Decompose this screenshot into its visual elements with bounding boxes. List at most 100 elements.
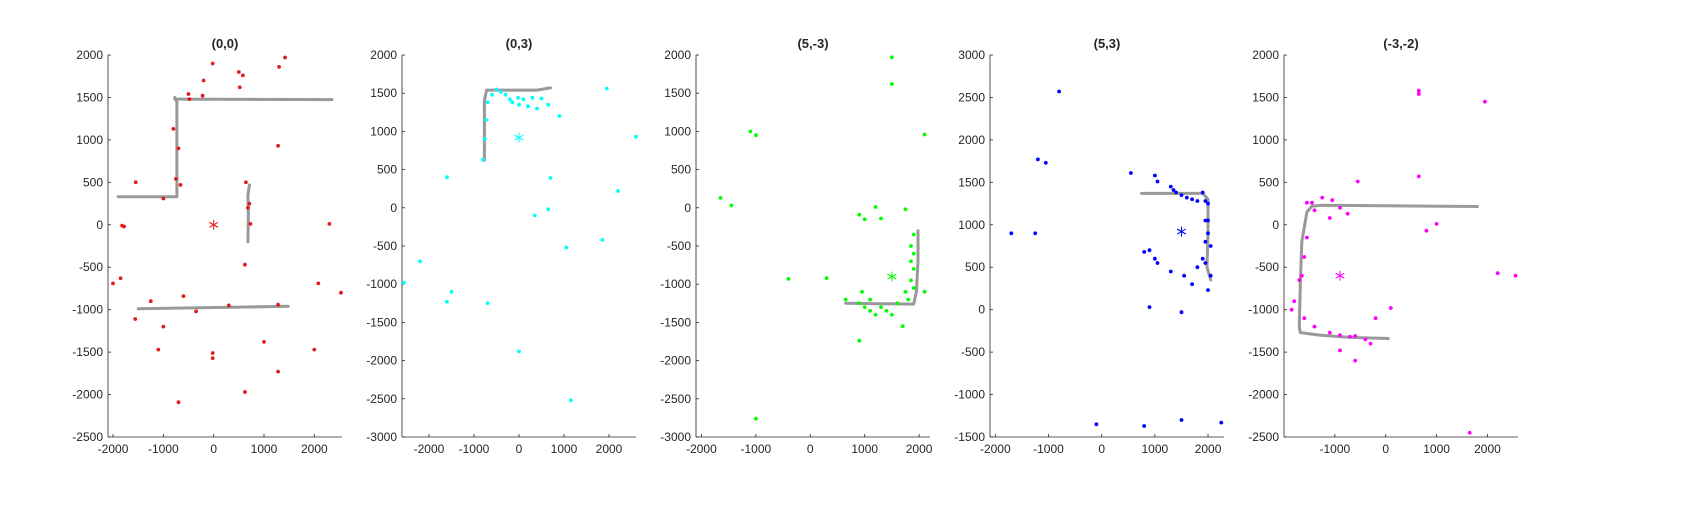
data-point — [1203, 218, 1208, 223]
data-point — [210, 356, 215, 360]
data-point — [1206, 201, 1210, 206]
x-tick-label: -1000 — [1033, 442, 1064, 456]
x-tick-label: -1000 — [1320, 442, 1351, 456]
data-point — [1424, 228, 1429, 233]
data-point — [262, 340, 266, 344]
data-point — [1190, 197, 1194, 202]
panels: -2000 -1000 0 1000 2000 -2500 -2000 -1500 -1000 -… — [72, 36, 1518, 456]
y-tick-label: 500 — [965, 260, 985, 274]
data-point — [843, 297, 848, 302]
data-point — [900, 324, 905, 329]
data-point — [1345, 211, 1350, 216]
y-tick-label: 2000 — [370, 48, 397, 62]
y-tick-label: 1000 — [370, 124, 397, 138]
data-point — [111, 281, 115, 286]
star-stroke — [1335, 272, 1345, 279]
x-tick-label: 2000 — [596, 442, 623, 456]
y-tick-label: 1500 — [664, 86, 691, 100]
y-tick-label: 1000 — [76, 133, 103, 147]
data-point — [1353, 334, 1358, 338]
wall-trace — [136, 304, 290, 311]
data-point — [568, 398, 573, 403]
y-tick-label: 500 — [671, 163, 691, 177]
x-tick-label: -2000 — [414, 442, 445, 456]
data-point — [862, 217, 867, 222]
x-tick-label: -2000 — [98, 442, 129, 456]
wall-trace — [173, 97, 334, 102]
data-point — [890, 55, 894, 60]
data-point — [246, 205, 250, 210]
data-point — [178, 183, 183, 187]
wall-trace — [1297, 203, 1479, 340]
wall-trace — [482, 86, 552, 162]
x-tick-label: 1000 — [551, 442, 578, 456]
data-point — [600, 238, 605, 242]
panel-title: (0,0) — [212, 36, 239, 51]
center-star-marker — [887, 271, 897, 282]
y-tick-label: 0 — [96, 218, 103, 232]
y-tick-label: -1500 — [1248, 345, 1279, 359]
data-point — [1195, 199, 1200, 203]
data-point — [1292, 299, 1297, 304]
data-point — [521, 97, 526, 102]
x-tick-label: 2000 — [906, 442, 933, 456]
data-point — [718, 196, 723, 200]
x-tick-label: 1000 — [1423, 442, 1450, 456]
data-point — [634, 134, 638, 139]
data-point — [516, 95, 520, 100]
data-point — [911, 232, 916, 237]
data-point — [316, 281, 321, 286]
data-point — [1203, 199, 1208, 203]
data-point — [532, 213, 537, 218]
star-stroke — [887, 273, 897, 280]
y-tick-label: -1500 — [954, 430, 985, 444]
data-point — [401, 280, 406, 285]
panel-2: -2000 -1000 0 1000 2000 -3000 -2500 -2000 -1500 -… — [660, 36, 932, 456]
x-tick-label: -1000 — [148, 442, 179, 456]
data-point — [510, 100, 515, 105]
data-point — [546, 207, 551, 212]
data-point — [1206, 231, 1210, 236]
y-tick-label: 2000 — [958, 133, 985, 147]
data-point — [1338, 348, 1342, 353]
data-point — [485, 301, 490, 306]
data-point — [1153, 256, 1157, 261]
data-point — [1434, 222, 1439, 226]
data-point — [1388, 306, 1393, 310]
data-point — [445, 299, 449, 304]
data-point — [1368, 341, 1373, 346]
x-tick-label: 2000 — [1195, 442, 1222, 456]
data-point — [1203, 239, 1208, 244]
y-tick-label: -1000 — [954, 388, 985, 402]
data-point — [200, 93, 205, 98]
data-point — [1094, 422, 1099, 427]
y-tick-label: -1000 — [366, 277, 397, 291]
data-point — [564, 245, 569, 250]
data-point — [1200, 256, 1205, 261]
data-point — [241, 73, 245, 78]
data-point — [729, 203, 734, 208]
data-point — [517, 349, 521, 354]
data-point — [922, 289, 927, 294]
data-point — [120, 223, 124, 228]
data-point — [276, 369, 280, 374]
data-point — [503, 92, 508, 97]
data-point — [546, 102, 551, 107]
data-point — [194, 309, 199, 314]
data-point — [1327, 216, 1332, 220]
data-point — [857, 301, 862, 306]
star-stroke — [514, 134, 524, 141]
data-point — [1327, 330, 1332, 335]
y-tick-label: -2000 — [366, 354, 397, 368]
data-point — [174, 177, 178, 181]
data-point — [1153, 173, 1157, 178]
y-tick-label: -1000 — [660, 277, 691, 291]
data-point — [248, 222, 253, 226]
data-point — [1174, 190, 1178, 195]
x-tick-label: 0 — [1098, 442, 1105, 456]
y-tick-label: -2500 — [660, 392, 691, 406]
wall-trace — [116, 95, 179, 199]
data-point — [911, 267, 916, 271]
data-point — [1142, 250, 1147, 254]
data-point — [1310, 200, 1314, 205]
